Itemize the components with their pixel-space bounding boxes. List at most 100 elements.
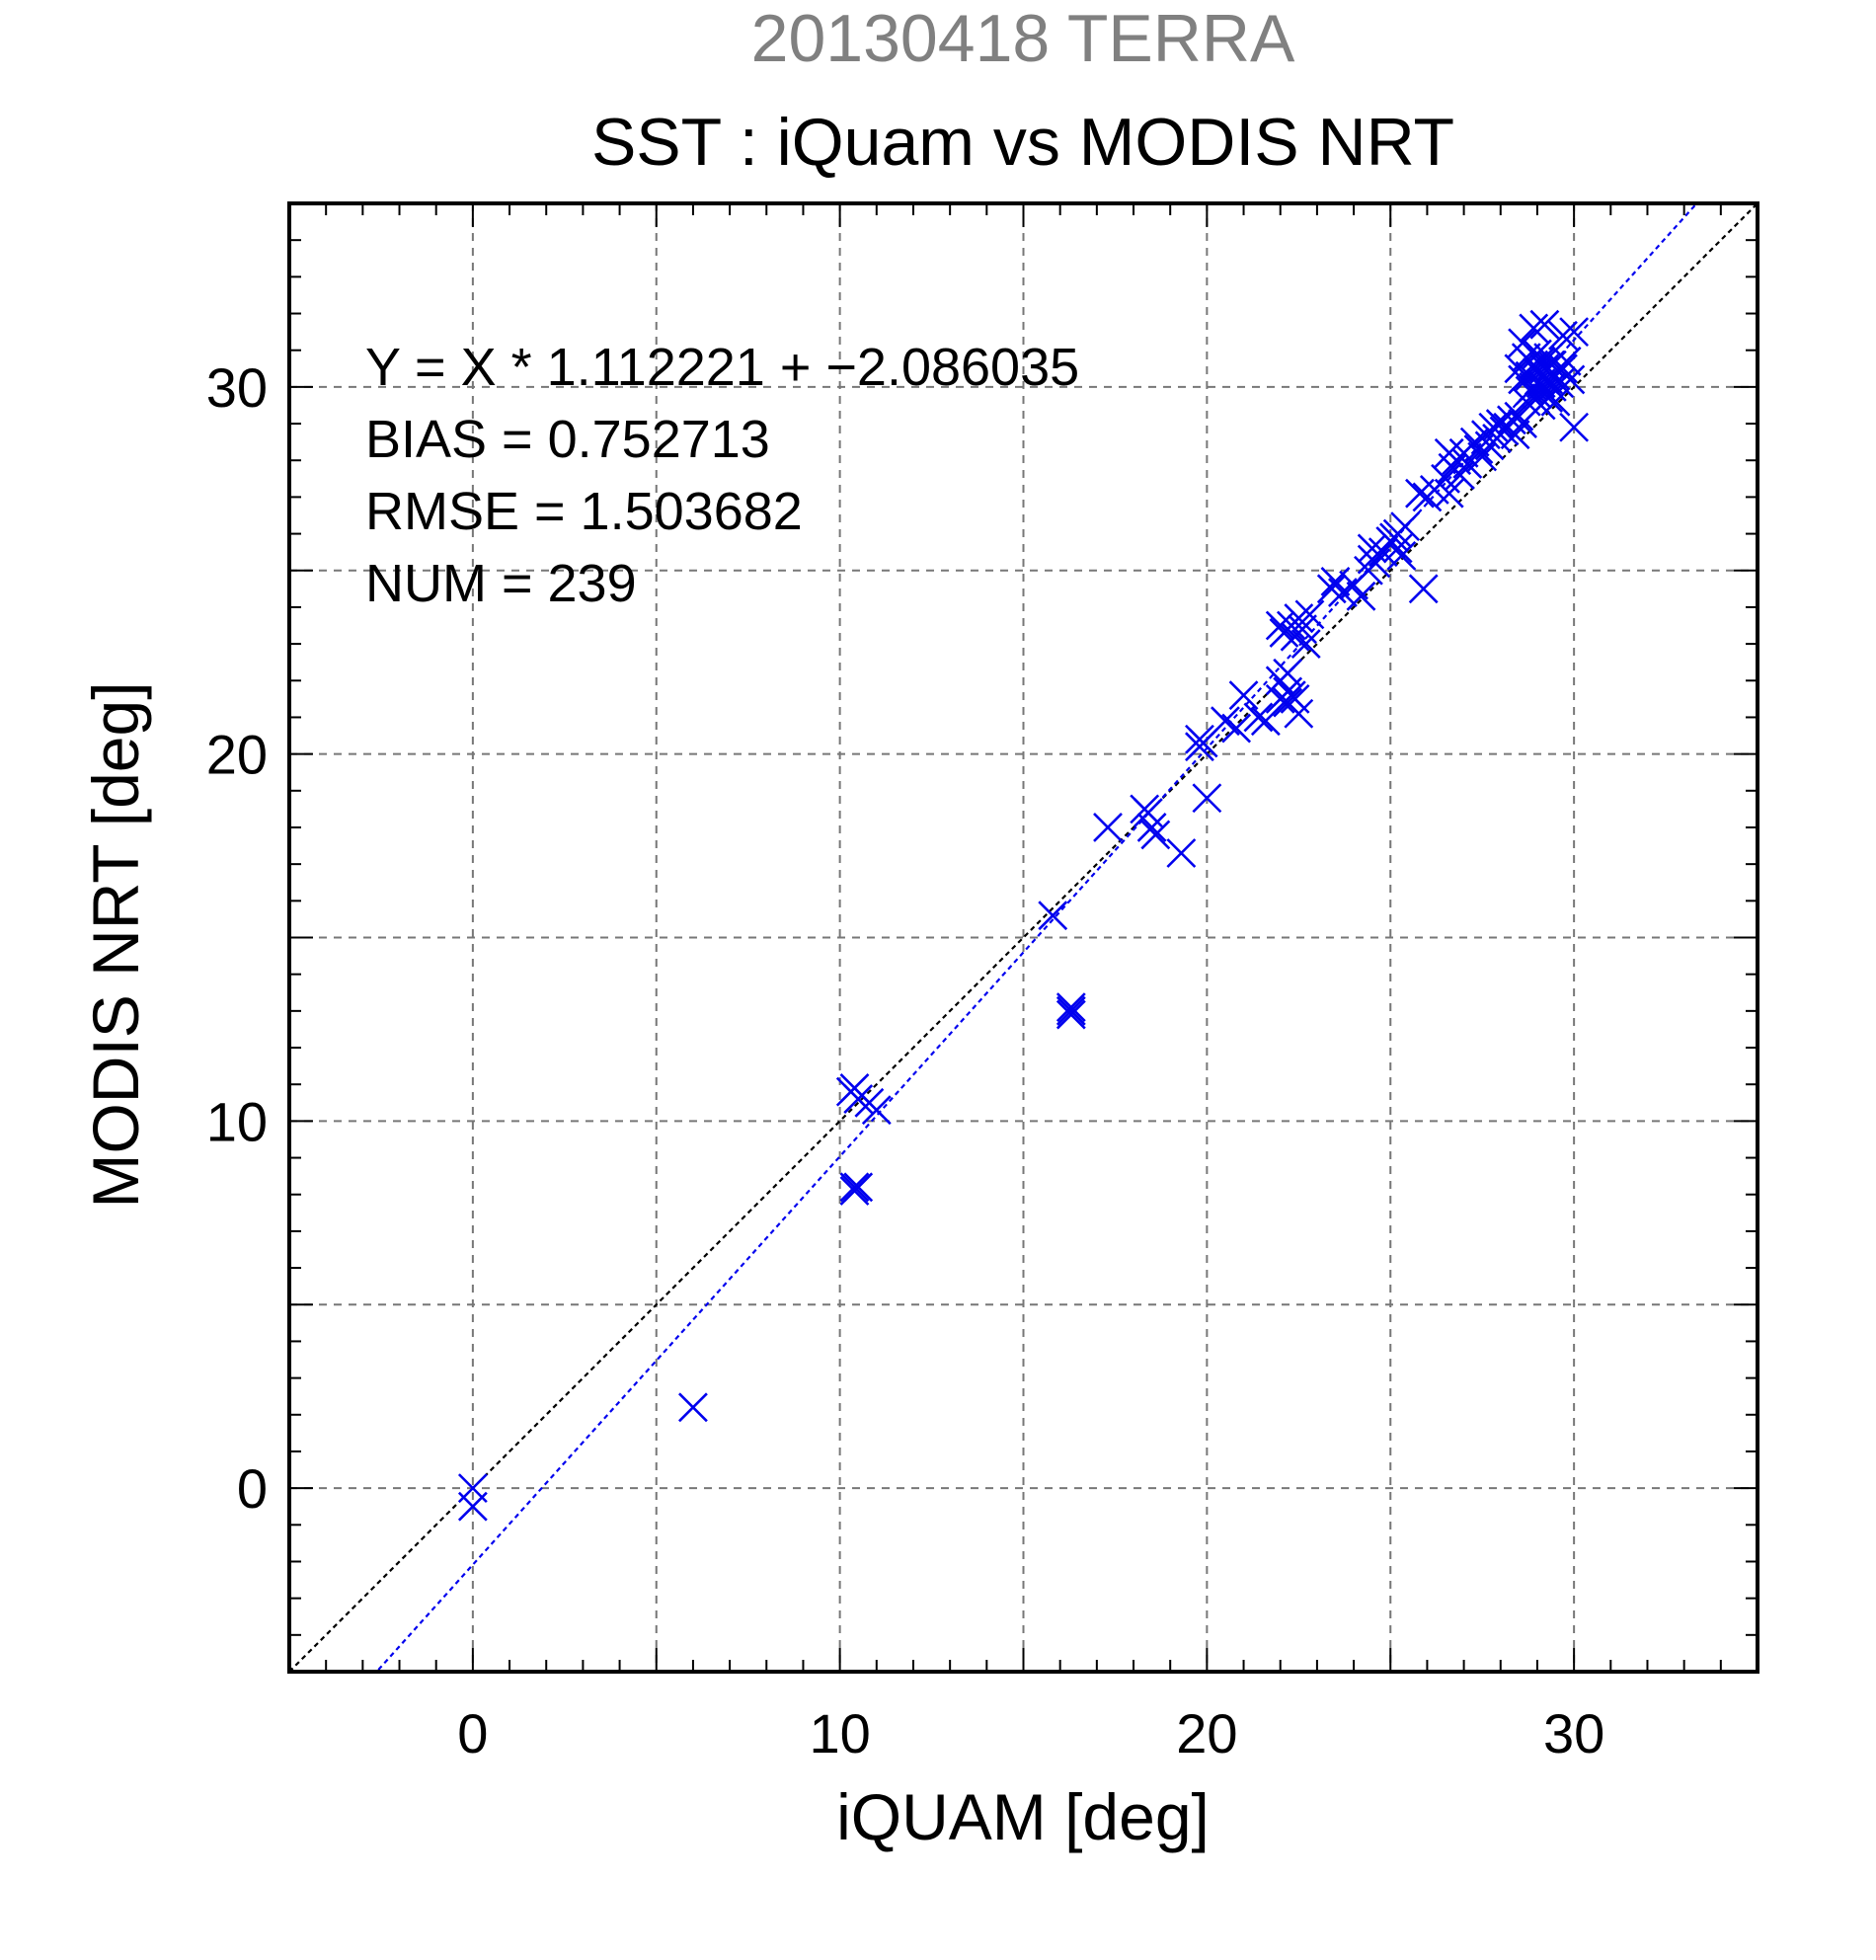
data-point-stroke <box>1540 386 1571 417</box>
y-tick-label: 0 <box>237 1457 268 1520</box>
data-point-stroke <box>1463 434 1494 464</box>
data-point <box>1504 401 1534 431</box>
data-point-stroke <box>1504 401 1534 431</box>
data-point-stroke <box>1519 313 1549 344</box>
y-axis-label: MODIS NRT [deg] <box>79 681 152 1208</box>
data-point <box>861 1095 892 1126</box>
data-point <box>1038 901 1068 931</box>
data-point-stroke <box>861 1095 892 1126</box>
regression-line <box>374 203 1698 1672</box>
y-tick-label: 30 <box>206 356 268 419</box>
data-point <box>1523 339 1552 369</box>
data-point <box>1559 317 1590 348</box>
data-point <box>1519 313 1549 344</box>
data-point <box>1228 680 1259 711</box>
data-point <box>1055 992 1086 1023</box>
data-point-stroke <box>1211 706 1240 737</box>
data-point-stroke <box>1093 813 1123 842</box>
data-point <box>1386 540 1417 571</box>
y-tick-label: 20 <box>206 724 268 786</box>
data-point <box>1379 522 1409 553</box>
data-point <box>678 1392 708 1423</box>
data-point <box>1555 364 1586 395</box>
num-value: NUM = 239 <box>365 554 637 613</box>
data-point-stroke <box>1559 412 1590 442</box>
data-point <box>1540 386 1571 417</box>
data-point-stroke <box>1055 999 1086 1030</box>
data-point-stroke <box>1221 713 1252 744</box>
x-tick-label: 0 <box>457 1702 488 1764</box>
data-point-stroke <box>839 1072 870 1103</box>
data-point <box>843 1084 874 1114</box>
tick-labels: 0 10 20 30 0 10 20 30 <box>206 356 1605 1764</box>
data-point-stroke <box>1548 353 1578 384</box>
data-point <box>1093 813 1123 842</box>
data-point <box>1136 813 1167 842</box>
reference-lines <box>289 203 1758 1672</box>
data-point <box>839 1172 870 1203</box>
data-point-stroke <box>1284 603 1314 633</box>
data-point-stroke <box>1243 702 1274 733</box>
data-point-stroke <box>1140 820 1171 850</box>
data-point <box>1055 999 1086 1030</box>
data-point-stroke <box>1294 599 1325 630</box>
data-point-stroke <box>1250 706 1281 737</box>
data-point <box>1559 412 1590 442</box>
data-point-stroke <box>1508 328 1537 358</box>
grid-lines <box>289 203 1758 1672</box>
data-point-stroke <box>1288 614 1317 645</box>
data-point-stroke <box>1478 412 1509 442</box>
data-point-stroke <box>1166 838 1197 868</box>
data-point-stroke <box>1551 346 1582 376</box>
data-point-stroke <box>1525 346 1556 376</box>
x-axis-label: iQUAM [deg] <box>836 1780 1210 1853</box>
data-point-stroke <box>1273 658 1303 688</box>
chart-title: 20130418 TERRA <box>751 1 1295 76</box>
data-point-stroke <box>1055 992 1086 1023</box>
data-point-stroke <box>678 1392 708 1423</box>
data-point <box>1346 581 1376 611</box>
chart-subtitle: SST : iQuam vs MODIS NRT <box>591 105 1454 180</box>
data-point-stroke <box>843 1172 874 1203</box>
data-point <box>1140 820 1171 850</box>
data-point <box>1284 698 1314 729</box>
data-point-stroke <box>1548 320 1578 351</box>
data-point <box>1221 713 1252 744</box>
data-point-stroke <box>1357 533 1387 564</box>
data-point <box>1166 838 1197 868</box>
data-point-stroke <box>1192 783 1222 814</box>
data-point-stroke <box>1555 364 1586 395</box>
data-point <box>1478 412 1509 442</box>
bias-value: BIAS = 0.752713 <box>365 410 770 469</box>
data-point-stroke <box>1284 698 1314 729</box>
x-tick-label: 20 <box>1176 1702 1237 1764</box>
data-point-stroke <box>457 1491 488 1522</box>
data-point-stroke <box>839 1172 870 1203</box>
data-point <box>1294 599 1325 630</box>
data-point <box>1243 702 1274 733</box>
data-point-stroke <box>1533 343 1564 373</box>
y-tick-label: 10 <box>206 1090 268 1152</box>
data-point-stroke <box>1452 449 1483 479</box>
data-point-stroke <box>1136 813 1167 842</box>
data-point-stroke <box>1133 798 1163 828</box>
data-point-stroke <box>1038 901 1068 931</box>
data-point-stroke <box>1497 405 1526 435</box>
data-point-stroke <box>1529 309 1560 340</box>
data-point-stroke <box>1280 683 1310 714</box>
rmse-value: RMSE = 1.503682 <box>365 482 803 541</box>
data-point <box>1529 309 1560 340</box>
stats-annotation: Y = X * 1.112221 + −2.086035 BIAS = 0.75… <box>365 338 1079 613</box>
data-point <box>1055 995 1086 1026</box>
x-tick-label: 30 <box>1543 1702 1604 1764</box>
data-point <box>1463 434 1494 464</box>
data-point <box>1382 533 1413 564</box>
data-point <box>843 1172 874 1203</box>
data-point-stroke <box>1290 629 1321 660</box>
data-point <box>1548 320 1578 351</box>
data-point-stroke <box>1408 574 1439 604</box>
data-point-stroke <box>1523 339 1552 369</box>
data-point-stroke <box>1055 995 1086 1026</box>
